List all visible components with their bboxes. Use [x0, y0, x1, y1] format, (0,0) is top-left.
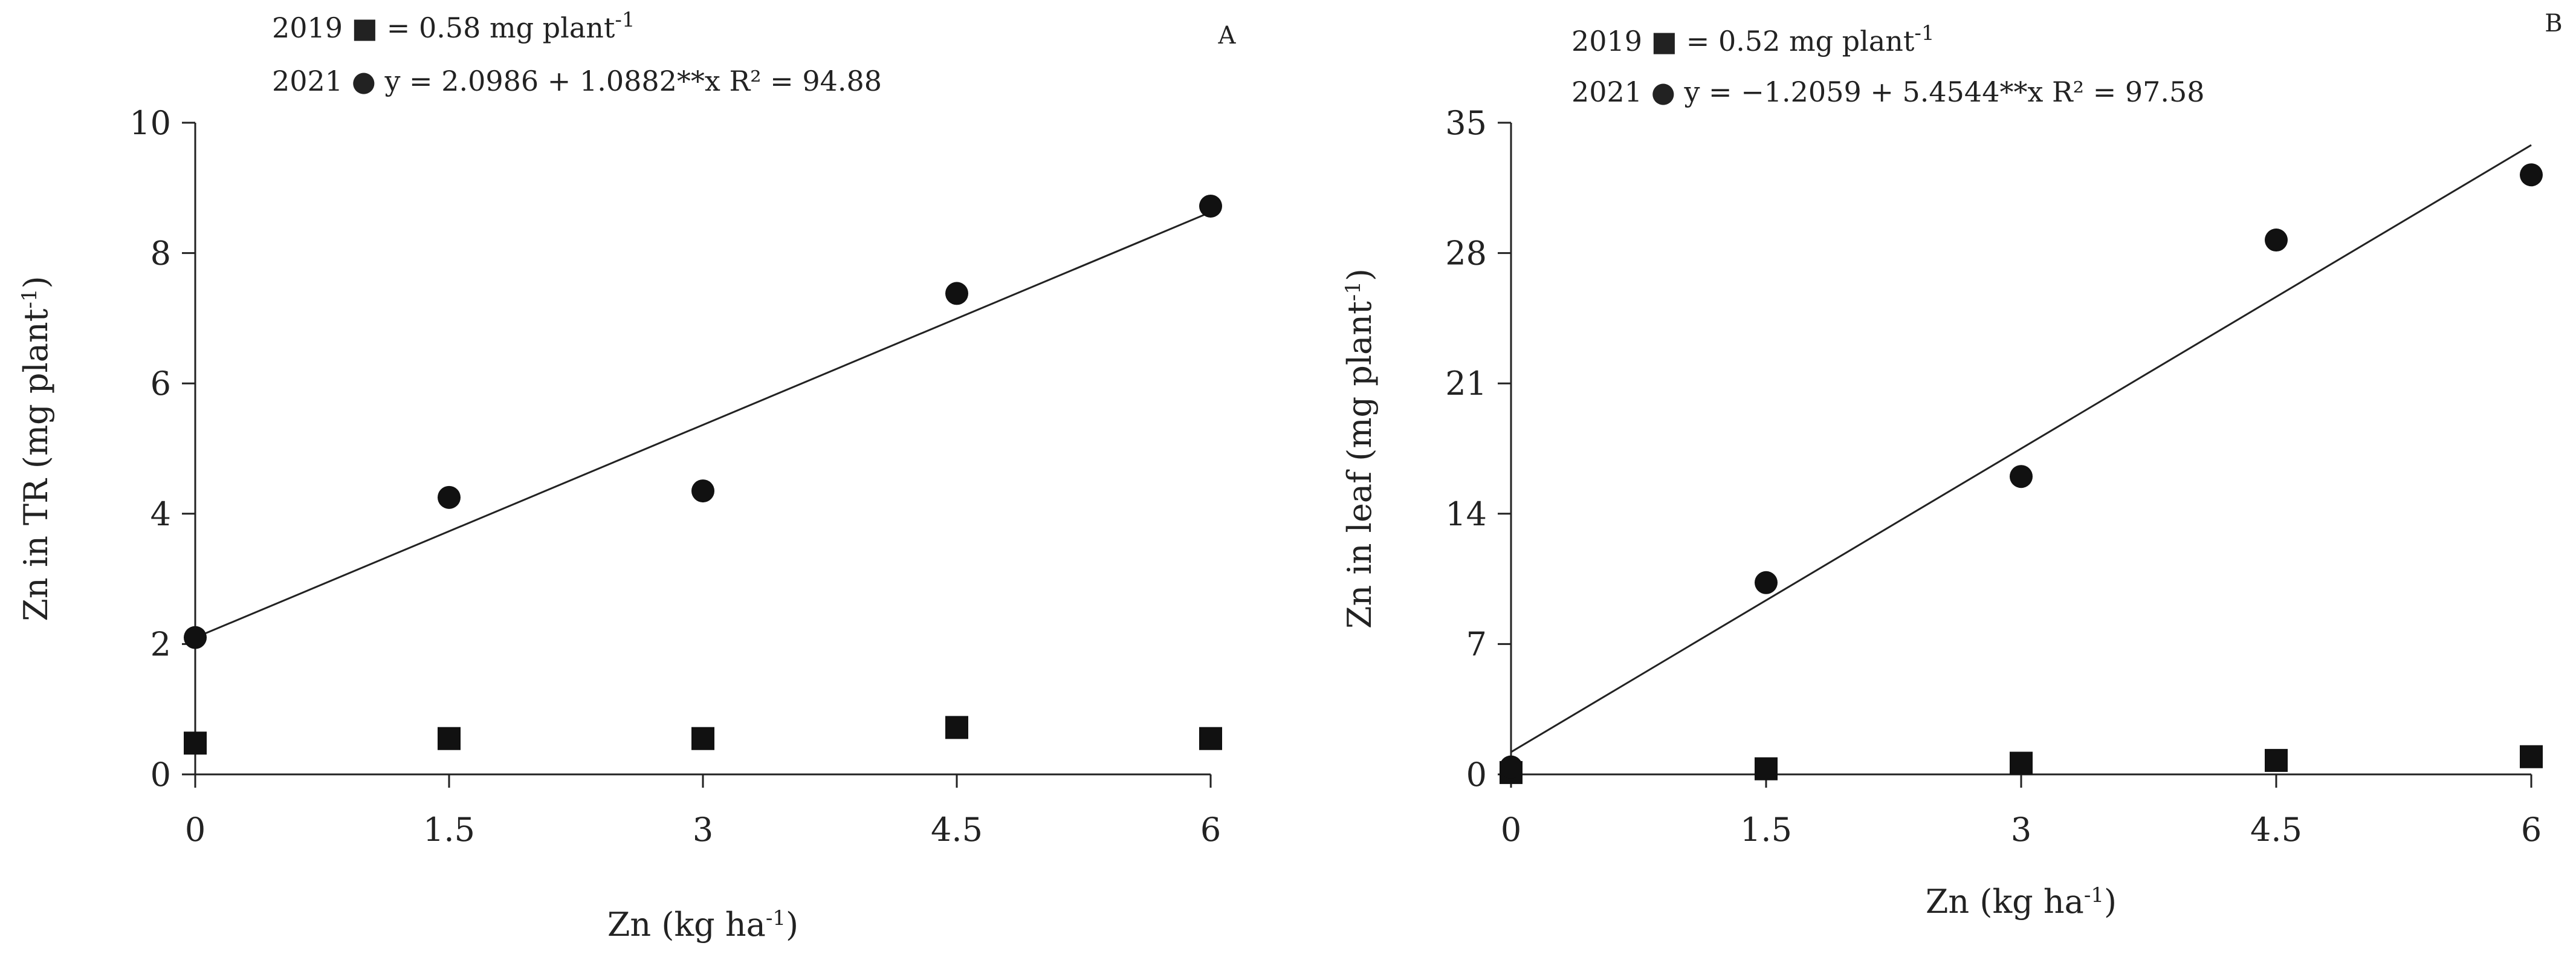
- y-tick-label: 0: [150, 756, 171, 794]
- x-axis-title: Zn (kg ha-1): [607, 906, 798, 944]
- data-point-2021: [2520, 163, 2543, 187]
- data-point-2019: [438, 727, 461, 750]
- data-point-2019: [2520, 745, 2543, 768]
- data-point-2019: [945, 716, 968, 739]
- data-point-2021: [1755, 571, 1778, 594]
- legend-entry-2021: 2021 ● y = −1.2059 + 5.4544**x R² = 97.5…: [1571, 76, 2205, 108]
- legend-entry-2019: 2019 ■ = 0.58 mg plant-1: [272, 8, 635, 44]
- y-tick-label: 35: [1445, 104, 1487, 142]
- panel-letter: B: [2545, 10, 2562, 37]
- x-tick-label: 6: [1200, 811, 1221, 849]
- legend-entry-2019-superscript: -1: [615, 8, 635, 32]
- x-tick-label: 0: [185, 811, 205, 849]
- y-axis-title-main: Zn in leaf (mg plant: [1341, 301, 1379, 629]
- legend-entry-2019-main: 2019 ■ = 0.52 mg plant: [1571, 25, 1915, 57]
- y-tick-label: 7: [1466, 625, 1487, 663]
- y-tick-label: 10: [129, 104, 171, 142]
- x-axis-title-main: Zn (kg ha: [1926, 883, 2084, 921]
- x-axis-title-end: ): [786, 906, 798, 944]
- y-tick-label: 2: [150, 625, 171, 663]
- x-tick-label: 3: [2011, 811, 2031, 849]
- x-axis-title: Zn (kg ha-1): [1926, 883, 2117, 921]
- x-axis-title-superscript: -1: [766, 906, 786, 930]
- x-tick-label: 3: [693, 811, 713, 849]
- data-point-2021: [945, 282, 968, 305]
- y-axis-title: Zn in TR (mg plant-1): [17, 276, 55, 621]
- y-tick-label: 0: [1466, 756, 1487, 794]
- data-point-2021: [438, 485, 461, 509]
- data-point-2019: [1755, 757, 1778, 780]
- data-point-2019: [2010, 751, 2033, 775]
- y-axis-title-main: Zn in TR (mg plant: [17, 308, 55, 621]
- y-tick-label: 4: [150, 495, 171, 533]
- x-tick-label: 4.5: [2250, 811, 2302, 849]
- legend-entry-2019-main: 2019 ■ = 0.58 mg plant: [272, 11, 615, 44]
- y-axis-title-end: ): [1341, 268, 1379, 281]
- legend-entry-2021-main: 2021 ● y = −1.2059 + 5.4544**x R² = 97.5…: [1571, 76, 2205, 108]
- x-tick-label: 4.5: [931, 811, 983, 849]
- data-point-2019: [1199, 727, 1222, 750]
- x-axis-title-end: ): [2104, 883, 2117, 921]
- x-axis-title-main: Zn (kg ha: [607, 906, 766, 944]
- y-tick-label: 8: [150, 235, 171, 273]
- legend-entry-2021: 2021 ● y = 2.0986 + 1.0882**x R² = 94.88: [272, 65, 882, 97]
- y-tick-label: 28: [1445, 235, 1487, 273]
- data-point-2021: [691, 479, 714, 503]
- x-tick-label: 6: [2521, 811, 2542, 849]
- y-axis-title-end: ): [17, 276, 55, 288]
- y-tick-label: 6: [150, 365, 171, 403]
- trend-line-2021: [1510, 144, 2532, 753]
- data-point-2021: [1199, 194, 1222, 218]
- legend-entry-2019-superscript: -1: [1914, 21, 1934, 45]
- panel-letter: A: [1218, 22, 1237, 50]
- trend-line-2021: [195, 211, 1211, 639]
- data-point-2019: [184, 731, 207, 755]
- y-tick-label: 14: [1445, 495, 1487, 533]
- y-axis-title: Zn in leaf (mg plant-1): [1341, 268, 1379, 629]
- y-axis-title-superscript: -1: [18, 288, 42, 308]
- data-point-2019: [691, 727, 714, 750]
- data-point-2021: [2010, 465, 2033, 488]
- data-point-2021: [184, 626, 207, 649]
- legend-entry-2021-main: 2021 ● y = 2.0986 + 1.0882**x R² = 94.88: [272, 65, 882, 97]
- x-tick-label: 1.5: [423, 811, 475, 849]
- y-axis-title-superscript: -1: [1341, 281, 1365, 301]
- x-axis-title-superscript: -1: [2084, 883, 2104, 907]
- y-tick-label: 21: [1445, 365, 1487, 403]
- data-point-2019: [2265, 748, 2288, 772]
- x-tick-label: 0: [1501, 811, 1521, 849]
- x-tick-label: 1.5: [1740, 811, 1792, 849]
- data-point-2021: [2265, 229, 2288, 252]
- data-point-2021: [1500, 755, 1523, 779]
- legend-entry-2019: 2019 ■ = 0.52 mg plant-1: [1571, 21, 1935, 57]
